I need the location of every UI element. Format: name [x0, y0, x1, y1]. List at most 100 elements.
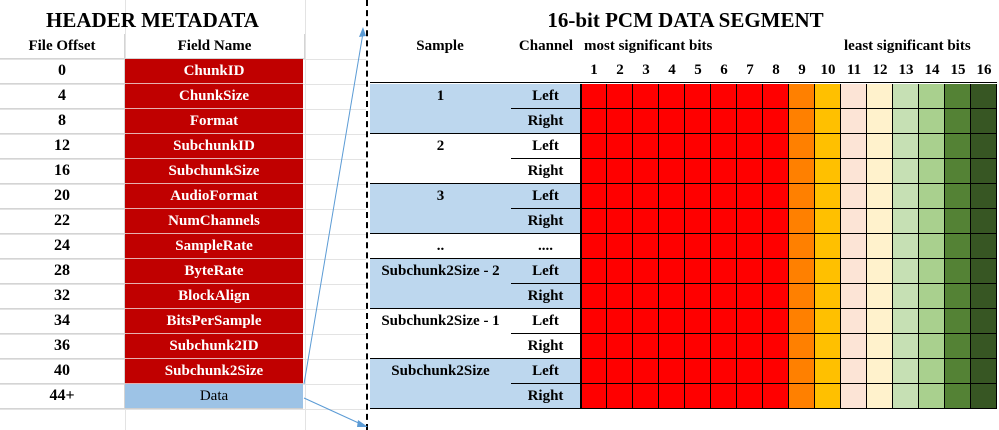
bit-cell [815, 259, 841, 284]
bit-cell [815, 284, 841, 309]
bit-cell [763, 84, 789, 109]
bit-cell [685, 284, 711, 309]
bit-cell [737, 109, 763, 134]
bit-number-label: 3 [633, 59, 659, 83]
bit-cell [607, 234, 633, 259]
bit-cell [737, 334, 763, 359]
bit-cell [815, 159, 841, 184]
bit-cell [685, 109, 711, 134]
channel-cell: Left [511, 359, 581, 384]
bit-cell [945, 284, 971, 309]
bit-cell [971, 284, 997, 309]
bit-cell [971, 259, 997, 284]
bit-cell [659, 234, 685, 259]
bit-cell [711, 234, 737, 259]
bit-cell [659, 159, 685, 184]
bit-cell [919, 334, 945, 359]
bit-cell [607, 109, 633, 134]
bit-cell [867, 259, 893, 284]
bit-cell [607, 259, 633, 284]
data-field-cell: Data [125, 384, 303, 409]
bit-cell [841, 384, 867, 409]
bit-cell [607, 209, 633, 234]
bit-cell [711, 84, 737, 109]
file-offset-cell: 0 [0, 59, 125, 84]
bit-cell [763, 259, 789, 284]
bit-cell [893, 159, 919, 184]
bit-cell [789, 134, 815, 159]
sample-label-cell: 3 [370, 184, 511, 234]
bit-number-label: 15 [945, 59, 971, 83]
bit-number-label: 11 [841, 59, 867, 83]
sample-column-header: Sample [416, 38, 464, 54]
bit-cell [867, 284, 893, 309]
header-metadata-title: HEADER METADATA [46, 7, 259, 32]
bit-cell [659, 359, 685, 384]
bit-cell [711, 109, 737, 134]
bit-cell [841, 309, 867, 334]
bit-cell [737, 134, 763, 159]
bit-cell [607, 159, 633, 184]
bit-cell [971, 134, 997, 159]
bit-cell [581, 259, 607, 284]
sample-label-cell: Subchunk2Size - 2 [370, 259, 511, 309]
bit-cell [893, 184, 919, 209]
bit-cell [893, 309, 919, 334]
bit-cell [659, 109, 685, 134]
file-offset-cell: 4 [0, 84, 125, 109]
channel-cell: Right [511, 284, 581, 309]
bit-cell [607, 334, 633, 359]
bit-cell [581, 384, 607, 409]
field-name-cell: BitsPerSample [125, 309, 303, 334]
bit-number-label: 16 [971, 59, 997, 83]
bit-cell [815, 234, 841, 259]
bit-number-label: 4 [659, 59, 685, 83]
bit-cell [815, 209, 841, 234]
bit-number-label: 6 [711, 59, 737, 83]
field-name-cell: SubchunkID [125, 134, 303, 159]
bit-number-label: 10 [815, 59, 841, 83]
bit-cell [789, 209, 815, 234]
bit-cell [685, 184, 711, 209]
bit-cell [607, 284, 633, 309]
channel-cell: Right [511, 159, 581, 184]
file-offset-cell: 28 [0, 259, 125, 284]
connector-line-bottom [303, 397, 364, 426]
bit-cell [841, 134, 867, 159]
field-name-cell: BlockAlign [125, 284, 303, 309]
bit-cell [685, 384, 711, 409]
bit-number-label: 1 [581, 59, 607, 83]
bit-cell [789, 384, 815, 409]
file-offset-cell: 34 [0, 309, 125, 334]
bit-cell [581, 159, 607, 184]
bit-cell [685, 309, 711, 334]
bit-cell [815, 309, 841, 334]
bit-cell [945, 209, 971, 234]
bit-cell [737, 234, 763, 259]
field-name-cell: Subchunk2ID [125, 334, 303, 359]
bit-cell [659, 334, 685, 359]
bit-cell [659, 259, 685, 284]
bit-cell [659, 309, 685, 334]
bit-cell [945, 109, 971, 134]
bit-cell [633, 384, 659, 409]
bit-cell [815, 359, 841, 384]
bit-cell [789, 159, 815, 184]
bit-cell [867, 209, 893, 234]
bit-cell [971, 334, 997, 359]
bit-cell [971, 159, 997, 184]
bit-cell [685, 159, 711, 184]
channel-cell: Left [511, 259, 581, 284]
bit-cell [711, 184, 737, 209]
bit-cell [945, 134, 971, 159]
bit-cell [633, 259, 659, 284]
file-offset-column-header: File Offset [0, 34, 125, 59]
field-name-cell: ChunkSize [125, 84, 303, 109]
pcm-segment-title: 16-bit PCM DATA SEGMENT [547, 7, 824, 32]
bit-cell [581, 309, 607, 334]
field-name-cell: Subchunk2Size [125, 359, 303, 384]
bit-cell [893, 84, 919, 109]
bit-cell [789, 284, 815, 309]
bit-number-label: 12 [867, 59, 893, 83]
bit-cell [971, 234, 997, 259]
